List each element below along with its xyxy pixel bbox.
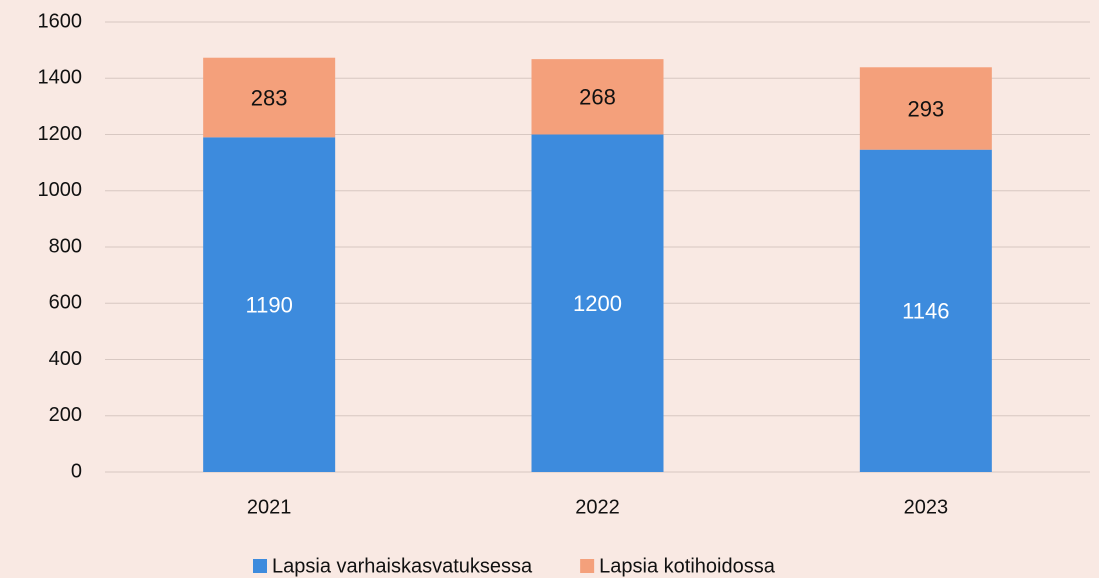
y-tick-label: 400: [49, 348, 82, 370]
data-label: 1200: [573, 291, 622, 316]
x-tick-label: 2021: [247, 496, 292, 518]
legend-label: Lapsia kotihoidossa: [599, 555, 776, 577]
bar-segment: [859, 149, 992, 472]
y-tick-label: 1200: [38, 123, 83, 145]
data-label: 1146: [902, 299, 949, 324]
bar-segment: [531, 134, 664, 472]
bar-segment: [203, 137, 336, 472]
bar-segment: [531, 59, 664, 135]
legend-swatch: [253, 559, 267, 573]
data-label: 1190: [246, 292, 293, 317]
data-label: 283: [251, 85, 288, 110]
y-tick-label: 1400: [38, 67, 83, 89]
data-label: 268: [579, 85, 616, 110]
x-tick-label: 2023: [904, 496, 949, 518]
y-tick-label: 800: [49, 235, 82, 257]
y-tick-label: 1600: [38, 10, 83, 32]
y-tick-label: 1000: [38, 179, 83, 201]
x-tick-label: 2022: [575, 496, 620, 518]
y-tick-label: 0: [71, 460, 82, 482]
legend-swatch: [580, 559, 595, 573]
y-tick-label: 600: [49, 292, 82, 314]
y-tick-label: 200: [49, 404, 82, 426]
data-label: 293: [907, 96, 944, 121]
bar-segment: [203, 57, 336, 138]
bar-segment: [859, 67, 992, 150]
legend-label: Lapsia varhaiskasvatuksessa: [272, 555, 533, 577]
